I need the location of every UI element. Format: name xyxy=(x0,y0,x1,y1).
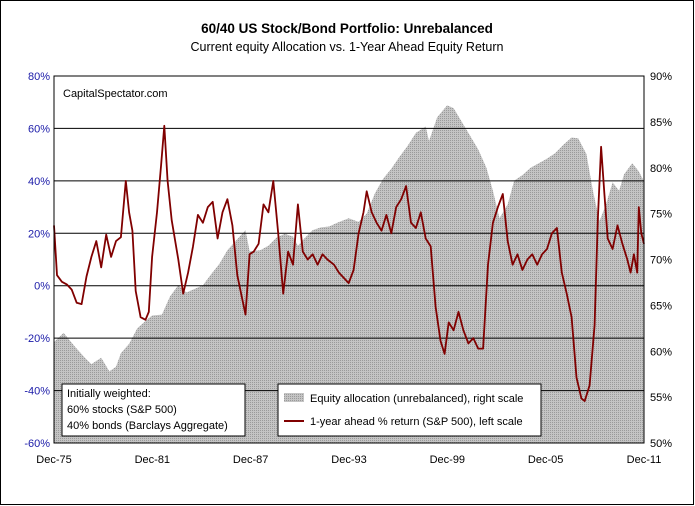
equity-allocation-area xyxy=(54,105,644,444)
plot-border xyxy=(53,75,645,444)
left-tick-label: -60% xyxy=(24,438,50,450)
watermark-text: CapitalSpectator.com xyxy=(63,88,168,100)
left-tick-label: -20% xyxy=(24,333,50,345)
legend-line-label: 1-year ahead % return (S&P 500), left sc… xyxy=(310,416,523,428)
x-axis-ticks: Dec-75 Dec-81 Dec-87 Dec-93 Dec-99 Dec-05 Dec-… xyxy=(36,454,661,466)
left-tick-label: 40% xyxy=(28,176,50,188)
right-axis-ticks: 50% 55% 60% 65% 70% 75% 80% 85% 90% xyxy=(650,71,672,450)
chart-title: 60/40 US Stock/Bond Portfolio: Unrebalan… xyxy=(201,21,493,36)
legend-area-label: Equity allocation (unrebalanced), right … xyxy=(310,393,523,405)
right-tick-label: 85% xyxy=(650,117,672,129)
left-axis-ticks: -60% -40% -20% 0% 20% 40% 60% 80% xyxy=(24,71,50,450)
x-tick-label: Dec-99 xyxy=(430,454,465,466)
left-tick-label: 60% xyxy=(28,123,50,135)
x-tick-label: Dec-87 xyxy=(233,454,268,466)
legend-frame xyxy=(277,383,542,437)
x-tick-label: Dec-11 xyxy=(627,454,662,466)
x-tick-label: Dec-81 xyxy=(135,454,170,466)
legend-area-swatch xyxy=(284,393,304,402)
right-tick-label: 80% xyxy=(650,163,672,175)
x-tick-label: Dec-75 xyxy=(36,454,71,466)
left-tick-label: -40% xyxy=(24,386,50,398)
return-line xyxy=(53,124,645,402)
plot-area xyxy=(53,75,645,444)
right-tick-label: 65% xyxy=(650,300,672,312)
weighting-note-line-2: 60% stocks (S&P 500) xyxy=(67,404,177,416)
weighting-note-line-3: 40% bonds (Barclays Aggregate) xyxy=(67,420,228,432)
chart-subtitle: Current equity Allocation vs. 1-Year Ahe… xyxy=(191,40,504,54)
right-tick-label: 55% xyxy=(650,392,672,404)
left-tick-label: 0% xyxy=(34,281,50,293)
right-tick-label: 90% xyxy=(650,71,672,83)
left-tick-label: 20% xyxy=(28,228,50,240)
left-tick-label: 80% xyxy=(28,71,50,83)
right-tick-label: 60% xyxy=(650,346,672,358)
weighting-note-frame xyxy=(61,383,246,437)
weighting-note-box: Initially weighted: 60% stocks (S&P 500)… xyxy=(61,383,246,437)
right-tick-label: 70% xyxy=(650,255,672,267)
legend: Equity allocation (unrebalanced), right … xyxy=(277,383,542,437)
weighting-note-line-1: Initially weighted: xyxy=(67,388,151,400)
right-tick-label: 50% xyxy=(650,438,672,450)
right-tick-label: 75% xyxy=(650,209,672,221)
x-tick-label: Dec-93 xyxy=(331,454,366,466)
x-tick-label: Dec-05 xyxy=(528,454,563,466)
